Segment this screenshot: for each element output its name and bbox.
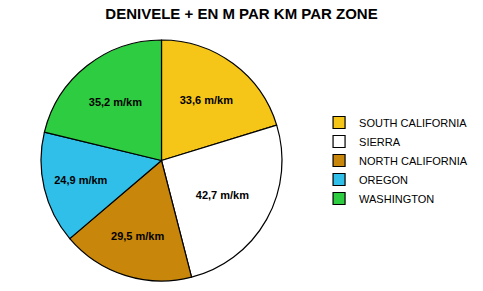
svg-text:NORTH CALIFORNIA: NORTH CALIFORNIA: [359, 155, 468, 167]
svg-text:35,2 m/km: 35,2 m/km: [89, 96, 142, 108]
svg-text:OREGON: OREGON: [359, 174, 408, 186]
svg-text:42,7 m/km: 42,7 m/km: [196, 189, 249, 201]
svg-text:DENIVELE + EN M PAR KM PAR ZON: DENIVELE + EN M PAR KM PAR ZONE: [105, 5, 377, 22]
svg-text:SIERRA: SIERRA: [359, 136, 401, 148]
svg-text:SOUTH CALIFORNIA: SOUTH CALIFORNIA: [359, 117, 467, 129]
svg-text:29,5 m/km: 29,5 m/km: [111, 230, 164, 242]
svg-text:WASHINGTON: WASHINGTON: [359, 193, 434, 205]
svg-text:33,6 m/km: 33,6 m/km: [180, 94, 233, 106]
svg-text:24,9 m/km: 24,9 m/km: [54, 174, 107, 186]
